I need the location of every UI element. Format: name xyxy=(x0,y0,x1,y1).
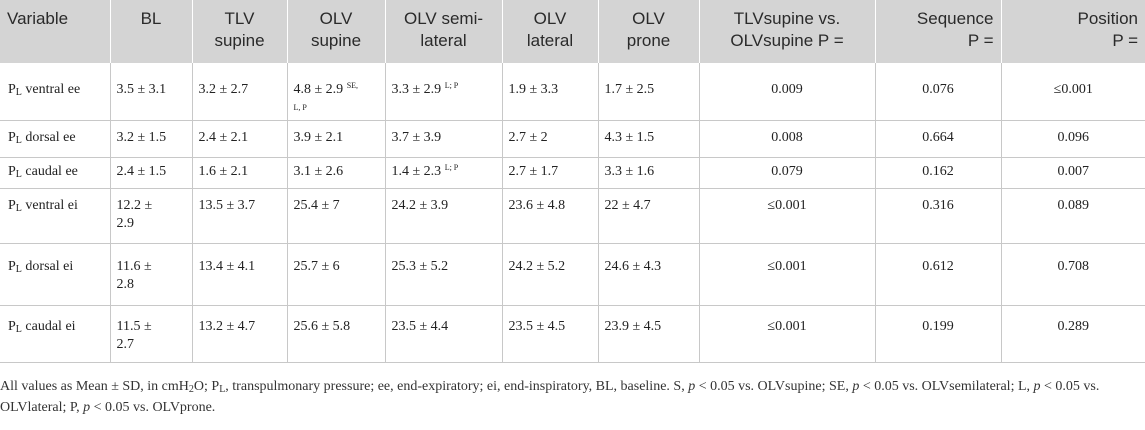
olv-prone-cell: 22 ± 4.7 xyxy=(597,188,699,244)
olv-lateral-cell: 23.6 ± 4.8 xyxy=(501,188,598,244)
olv-semilateral-cell: 1.4 ± 2.3 L; P xyxy=(384,157,502,189)
col-header-bl: BL xyxy=(109,0,192,63)
p-sequence-cell: 0.664 xyxy=(874,120,1001,158)
p-tlv-vs-olv-cell: 0.079 xyxy=(698,157,875,189)
table-row: PL dorsal ee 3.2 ± 1.5 2.4 ± 2.1 3.9 ± 2.1 3… xyxy=(0,120,1145,158)
olv-supine-cell: 25.7 ± 6 xyxy=(286,243,385,306)
p-tlv-vs-olv-cell: ≤0.001 xyxy=(698,243,875,306)
olv-supine-cell: 3.1 ± 2.6 xyxy=(286,157,385,189)
p-sequence-cell: 0.316 xyxy=(874,188,1001,244)
olv-lateral-cell: 2.7 ± 2 xyxy=(501,120,598,158)
olv-lateral-cell: 23.5 ± 4.5 xyxy=(501,305,598,363)
col-header-tlv-vs-olv: TLVsupine vs. OLVsupine P = xyxy=(698,0,875,63)
bl-cell: 11.5 ±2.7 xyxy=(109,305,192,363)
col-header-sequence: Sequence P = xyxy=(874,0,1001,63)
col-header-olv-prone: OLV prone xyxy=(597,0,699,63)
tlv-supine-cell: 13.5 ± 3.7 xyxy=(191,188,287,244)
table-row: PL ventral ee 3.5 ± 3.1 3.2 ± 2.7 4.8 ± 2.9… xyxy=(0,63,1145,121)
olv-prone-cell: 24.6 ± 4.3 xyxy=(597,243,699,306)
table-row: PL caudal ei 11.5 ±2.7 13.2 ± 4.7 25.6 ± 5.… xyxy=(0,305,1145,363)
olv-lateral-cell: 24.2 ± 5.2 xyxy=(501,243,598,306)
olv-semilateral-cell: 24.2 ± 3.9 xyxy=(384,188,502,244)
col-header-tlv-supine: TLV supine xyxy=(191,0,287,63)
p-tlv-vs-olv-cell: 0.008 xyxy=(698,120,875,158)
olv-semilateral-cell: 3.7 ± 3.9 xyxy=(384,120,502,158)
bl-cell: 2.4 ± 1.5 xyxy=(109,157,192,189)
col-header-olv-supine: OLV supine xyxy=(286,0,385,63)
col-header-olv-lateral: OLV lateral xyxy=(501,0,598,63)
variable-cell: PL ventral ee xyxy=(0,63,110,121)
olv-prone-cell: 23.9 ± 4.5 xyxy=(597,305,699,363)
p-position-cell: 0.708 xyxy=(1000,243,1145,306)
tlv-supine-cell: 1.6 ± 2.1 xyxy=(191,157,287,189)
p-position-cell: 0.289 xyxy=(1000,305,1145,363)
col-header-olv-semilateral: OLV semi-lateral xyxy=(384,0,502,63)
variable-cell: PL caudal ei xyxy=(0,305,110,363)
olv-lateral-cell: 2.7 ± 1.7 xyxy=(501,157,598,189)
olv-semilateral-cell: 23.5 ± 4.4 xyxy=(384,305,502,363)
variable-cell: PL dorsal ei xyxy=(0,243,110,306)
p-position-cell: ≤0.001 xyxy=(1000,63,1145,121)
p-position-cell: 0.007 xyxy=(1000,157,1145,189)
olv-semilateral-cell: 25.3 ± 5.2 xyxy=(384,243,502,306)
col-header-position: Position P = xyxy=(1000,0,1145,63)
p-sequence-cell: 0.162 xyxy=(874,157,1001,189)
olv-supine-cell: 4.8 ± 2.9 SE, L, P xyxy=(286,63,385,121)
variable-cell: PL dorsal ee xyxy=(0,120,110,158)
olv-supine-cell: 3.9 ± 2.1 xyxy=(286,120,385,158)
p-position-cell: 0.096 xyxy=(1000,120,1145,158)
table-row: PL caudal ee 2.4 ± 1.5 1.6 ± 2.1 3.1 ± 2.6 1… xyxy=(0,157,1145,189)
p-tlv-vs-olv-cell: ≤0.001 xyxy=(698,188,875,244)
bl-cell: 11.6 ±2.8 xyxy=(109,243,192,306)
table-row: PL ventral ei 12.2 ±2.9 13.5 ± 3.7 25.4 ± 7… xyxy=(0,188,1145,244)
header-row: Variable BL TLV supine OLV supine OLV semi… xyxy=(0,0,1145,63)
tlv-supine-cell: 2.4 ± 2.1 xyxy=(191,120,287,158)
olv-lateral-cell: 1.9 ± 3.3 xyxy=(501,63,598,121)
tlv-supine-cell: 13.4 ± 4.1 xyxy=(191,243,287,306)
olv-prone-cell: 3.3 ± 1.6 xyxy=(597,157,699,189)
p-sequence-cell: 0.199 xyxy=(874,305,1001,363)
table-footnote: All values as Mean ± SD, in cmH2O; PL, t… xyxy=(0,379,1100,415)
bl-cell: 3.2 ± 1.5 xyxy=(109,120,192,158)
olv-prone-cell: 4.3 ± 1.5 xyxy=(597,120,699,158)
bl-cell: 3.5 ± 3.1 xyxy=(109,63,192,121)
olv-semilateral-cell: 3.3 ± 2.9 L; P xyxy=(384,63,502,121)
results-table: Variable BL TLV supine OLV supine OLV semi… xyxy=(0,0,1145,363)
p-sequence-cell: 0.076 xyxy=(874,63,1001,121)
bl-cell: 12.2 ±2.9 xyxy=(109,188,192,244)
olv-prone-cell: 1.7 ± 2.5 xyxy=(597,63,699,121)
p-position-cell: 0.089 xyxy=(1000,188,1145,244)
tlv-supine-cell: 3.2 ± 2.7 xyxy=(191,63,287,121)
p-sequence-cell: 0.612 xyxy=(874,243,1001,306)
p-tlv-vs-olv-cell: 0.009 xyxy=(698,63,875,121)
p-tlv-vs-olv-cell: ≤0.001 xyxy=(698,305,875,363)
tlv-supine-cell: 13.2 ± 4.7 xyxy=(191,305,287,363)
variable-cell: PL ventral ei xyxy=(0,188,110,244)
col-header-variable: Variable xyxy=(0,0,110,63)
olv-supine-cell: 25.4 ± 7 xyxy=(286,188,385,244)
variable-cell: PL caudal ee xyxy=(0,157,110,189)
olv-supine-cell: 25.6 ± 5.8 xyxy=(286,305,385,363)
